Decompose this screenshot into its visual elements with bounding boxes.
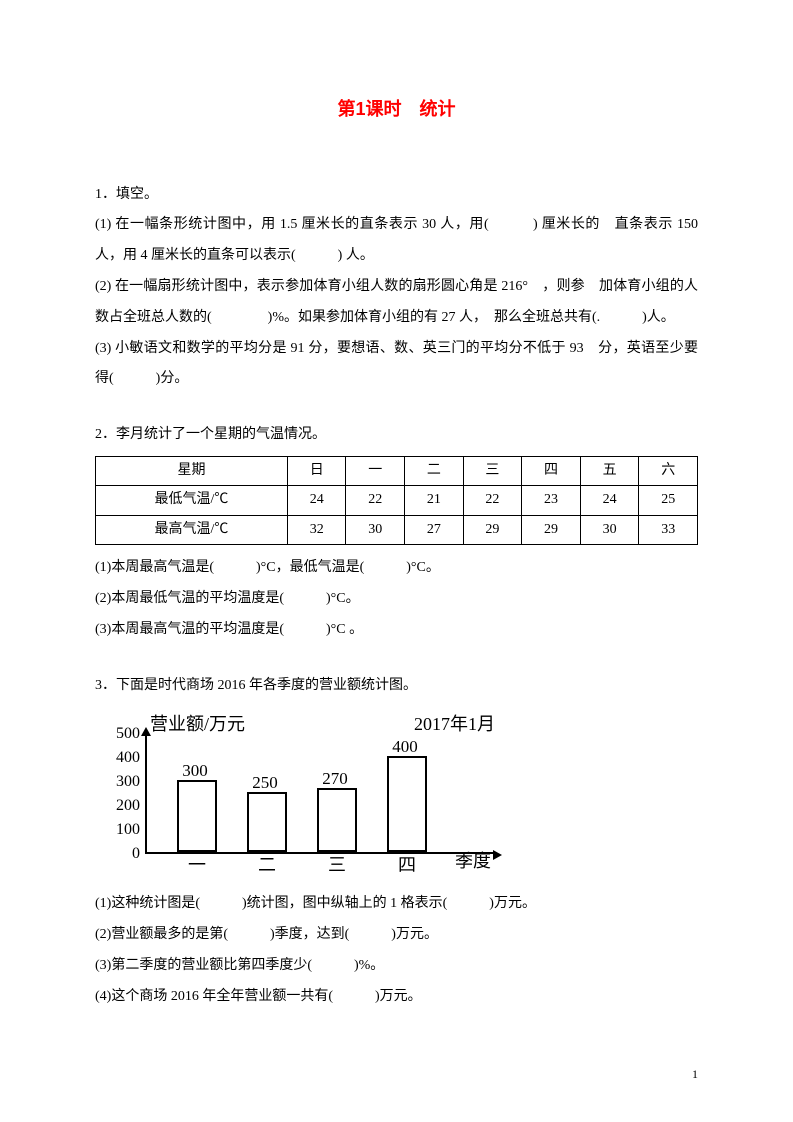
temperature-table: 星期 日 一 二 三 四 五 六 最低气温/℃ 24 22 21 22 23 2… — [95, 456, 698, 545]
chart-bar — [317, 788, 357, 853]
chart-bar — [387, 756, 427, 852]
chart-ytick: 0 — [105, 846, 140, 862]
q2-p2: (2)本周最低气温的平均温度是( )°C。 — [95, 584, 698, 615]
chart-xtick: 三 — [307, 856, 367, 874]
table-header: 三 — [463, 456, 522, 485]
chart-xlabel: 季度 — [455, 852, 491, 870]
table-header: 五 — [580, 456, 639, 485]
chart-ytick: 100 — [105, 822, 140, 838]
page-title: 第1课时 统计 — [95, 90, 698, 130]
chart-bar — [177, 780, 217, 852]
table-cell: 24 — [287, 486, 346, 515]
table-cell: 最低气温/℃ — [96, 486, 288, 515]
chart-xtick: 四 — [377, 856, 437, 874]
table-cell: 30 — [580, 515, 639, 544]
q3-p2: (2)营业额最多的是第( )季度，达到( )万元。 — [95, 920, 698, 951]
q3-p1: (1)这种统计图是( )统计图，图中纵轴上的 1 格表示( )万元。 — [95, 889, 698, 920]
table-row: 最低气温/℃ 24 22 21 22 23 24 25 — [96, 486, 698, 515]
table-header: 星期 — [96, 456, 288, 485]
table-cell: 29 — [522, 515, 581, 544]
q3-p4: (4)这个商场 2016 年全年营业额一共有( )万元。 — [95, 982, 698, 1013]
chart-bar — [247, 792, 287, 852]
q2-p3: (3)本周最高气温的平均温度是( )°C 。 — [95, 615, 698, 646]
chart-bar-value: 400 — [380, 738, 430, 755]
chart-bar-value: 300 — [170, 762, 220, 779]
q1-p2: (2) 在一幅扇形统计图中，表示参加体育小组人数的扇形圆心角是 216° ，则参… — [95, 272, 698, 334]
q3-title: 3．下面是时代商场 2016 年各季度的营业额统计图。 — [95, 671, 698, 702]
table-header: 四 — [522, 456, 581, 485]
table-cell: 30 — [346, 515, 405, 544]
table-cell: 21 — [405, 486, 464, 515]
q1-p1: (1) 在一幅条形统计图中，用 1.5 厘米长的直条表示 30 人，用( ) 厘… — [95, 210, 698, 272]
table-cell: 23 — [522, 486, 581, 515]
table-header: 一 — [346, 456, 405, 485]
chart-xtick: 二 — [237, 856, 297, 874]
q2-title: 2．李月统计了一个星期的气温情况。 — [95, 420, 698, 451]
q1-p3: (3) 小敏语文和数学的平均分是 91 分，要想语、数、英三门的平均分不低于 9… — [95, 334, 698, 396]
table-cell: 24 — [580, 486, 639, 515]
chart-ytick: 300 — [105, 774, 140, 790]
chart-ytick: 200 — [105, 798, 140, 814]
table-cell: 22 — [346, 486, 405, 515]
q1-title: 1．填空。 — [95, 180, 698, 211]
table-header: 六 — [639, 456, 698, 485]
q2-p1: (1)本周最高气温是( )°C，最低气温是( )°C。 — [95, 553, 698, 584]
table-cell: 22 — [463, 486, 522, 515]
chart-ytick: 400 — [105, 750, 140, 766]
table-cell: 25 — [639, 486, 698, 515]
table-cell: 29 — [463, 515, 522, 544]
page-number: 1 — [692, 1061, 698, 1087]
chart-bar-value: 250 — [240, 774, 290, 791]
table-cell: 27 — [405, 515, 464, 544]
bar-chart: 营业额/万元 2017年1月 一二三四 季度 01002003004005003… — [105, 709, 525, 879]
table-cell: 最高气温/℃ — [96, 515, 288, 544]
table-row: 最高气温/℃ 32 30 27 29 29 30 33 — [96, 515, 698, 544]
chart-plot-area: 一二三四 — [145, 734, 495, 854]
table-cell: 32 — [287, 515, 346, 544]
table-cell: 33 — [639, 515, 698, 544]
table-row: 星期 日 一 二 三 四 五 六 — [96, 456, 698, 485]
table-header: 二 — [405, 456, 464, 485]
chart-ytick: 500 — [105, 726, 140, 742]
q3-p3: (3)第二季度的营业额比第四季度少( )%。 — [95, 951, 698, 982]
table-header: 日 — [287, 456, 346, 485]
chart-bar-value: 270 — [310, 770, 360, 787]
chart-xtick: 一 — [167, 856, 227, 874]
